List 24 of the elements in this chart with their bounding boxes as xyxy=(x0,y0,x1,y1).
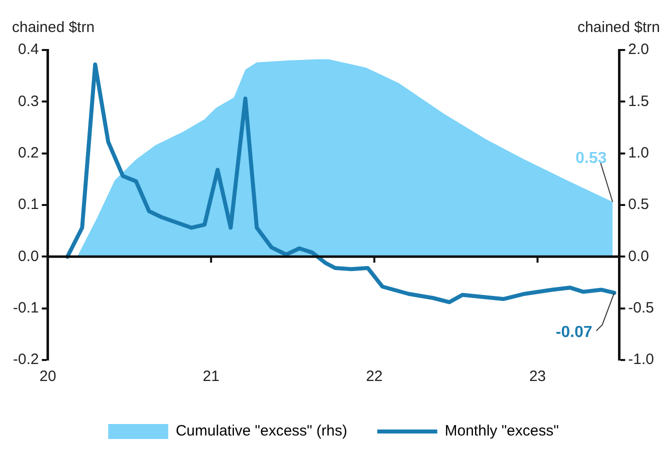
y-tick-label: 0.3 xyxy=(18,92,39,110)
y2-tick-label: 1.0 xyxy=(628,144,650,162)
x-tick-label: 22 xyxy=(366,368,383,386)
y2-tick-label: 1.5 xyxy=(628,92,650,110)
x-tick-label: 20 xyxy=(40,368,56,386)
y2-tick-label: 2.0 xyxy=(628,41,650,58)
annotation: -0.07 xyxy=(556,324,592,341)
y2-axis-title: chained $trn xyxy=(577,19,660,36)
annotation: 0.53 xyxy=(575,150,607,167)
y2-tick-label: -0.5 xyxy=(628,299,654,316)
y-tick-label: -0.1 xyxy=(12,299,39,316)
y-tick-label: 0.1 xyxy=(18,196,39,214)
legend-label: Cumulative "excess" (rhs) xyxy=(176,422,348,440)
y-tick-label: -0.2 xyxy=(12,351,39,368)
x-tick-label: 23 xyxy=(529,368,546,386)
y-tick-label: 0.0 xyxy=(18,248,39,265)
y2-tick-label: 0.0 xyxy=(628,248,650,265)
y-tick-label: 0.2 xyxy=(18,144,39,162)
y2-tick-label: 0.5 xyxy=(628,196,650,214)
legend-label: Monthly "excess" xyxy=(444,422,559,440)
y-tick-label: 0.4 xyxy=(18,41,39,58)
x-tick-label: 21 xyxy=(202,368,220,386)
y-axis-title: chained $trn xyxy=(12,19,95,36)
y2-tick-label: -1.0 xyxy=(628,351,654,368)
